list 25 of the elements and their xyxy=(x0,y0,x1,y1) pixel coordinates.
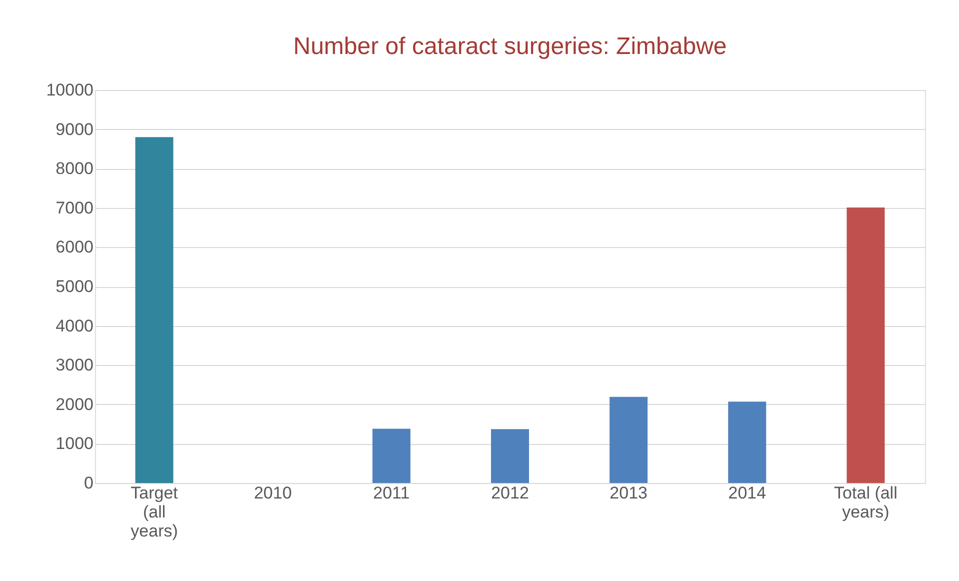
y-tick-label: 6000 xyxy=(56,238,94,257)
x-tick-label: 2012 xyxy=(491,484,529,502)
bar xyxy=(372,428,410,483)
x-tick-label: 2010 xyxy=(254,484,292,502)
y-tick-label: 7000 xyxy=(56,198,94,218)
y-tick-label: 4000 xyxy=(56,316,94,336)
bar xyxy=(135,137,174,483)
y-tick-label: 1000 xyxy=(56,434,94,454)
y-tick-label: 3000 xyxy=(56,356,94,375)
x-tick-label: 2013 xyxy=(610,484,648,502)
x-tick-label: 2014 xyxy=(728,484,766,502)
bar xyxy=(846,208,885,483)
bar xyxy=(610,396,648,483)
chart-title: Number of cataract surgeries: Zimbabwe xyxy=(293,33,727,60)
y-tick-label: 0 xyxy=(84,474,94,492)
y-tick-label: 2000 xyxy=(56,394,94,414)
y-tick-label: 9000 xyxy=(56,120,94,139)
y-tick-label: 5000 xyxy=(56,277,94,296)
y-tick-label: 8000 xyxy=(56,159,94,178)
bar xyxy=(491,429,529,483)
x-tick-label: 2011 xyxy=(373,484,410,502)
x-tick-label: Total (all years) xyxy=(834,484,898,522)
x-tick-label: Target (all years) xyxy=(130,484,178,540)
y-tick-label: 10000 xyxy=(46,80,94,100)
bar xyxy=(728,402,766,483)
